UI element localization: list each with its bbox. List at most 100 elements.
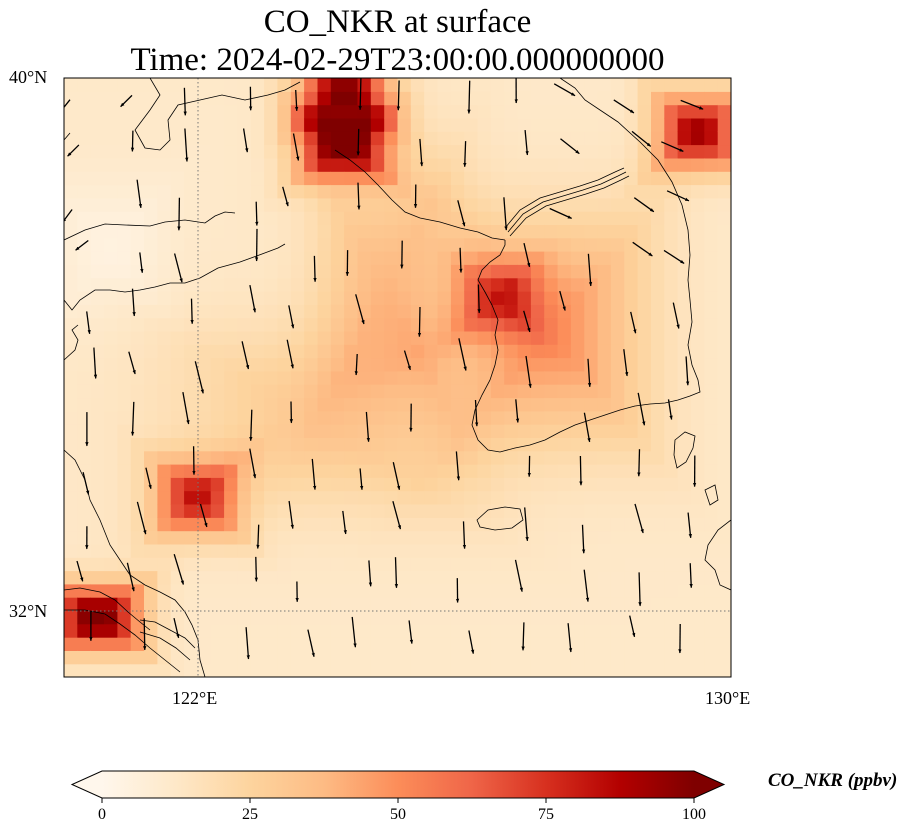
- field-cell: [424, 117, 439, 132]
- field-cell: [490, 224, 505, 239]
- field-cell: [717, 264, 731, 279]
- field-cell: [90, 424, 105, 438]
- field-cell: [704, 597, 719, 611]
- field-cell: [651, 663, 665, 677]
- field-cell: [170, 317, 185, 332]
- field-cell: [570, 78, 585, 92]
- wind-arrow: [288, 305, 295, 329]
- field-cell: [104, 570, 118, 585]
- field-cell: [264, 117, 278, 132]
- field-cell: [144, 344, 158, 359]
- field-cell: [624, 650, 639, 665]
- field-cell: [370, 490, 385, 505]
- wind-arrow: [630, 311, 637, 334]
- field-cell: [384, 557, 399, 572]
- field-cell: [557, 450, 572, 465]
- field-cell: [357, 91, 372, 106]
- field-cell: [64, 570, 78, 585]
- field-cell: [224, 384, 238, 399]
- field-cell: [210, 384, 225, 399]
- field-cell: [610, 251, 625, 265]
- field-cell: [437, 583, 452, 598]
- field-cell: [610, 264, 625, 279]
- field-cell: [90, 557, 105, 572]
- field-cell: [384, 91, 399, 106]
- field-cell: [117, 623, 132, 638]
- field-cell: [250, 157, 265, 172]
- field-cell: [677, 397, 692, 412]
- field-cell: [464, 490, 479, 505]
- field-cell: [557, 637, 572, 651]
- field-cell: [610, 78, 625, 92]
- field-cell: [677, 304, 692, 319]
- field-cell: [277, 557, 292, 572]
- field-cell: [144, 397, 158, 412]
- field-cell: [104, 650, 118, 665]
- field-cell: [610, 357, 625, 372]
- field-cell: [210, 264, 225, 279]
- field-cell: [651, 304, 665, 319]
- field-cell: [437, 264, 452, 279]
- field-cell: [117, 543, 132, 558]
- field-cell: [691, 211, 705, 225]
- field-cell: [170, 397, 185, 412]
- field-cell: [637, 557, 652, 572]
- field-cell: [384, 357, 399, 372]
- field-cell: [651, 410, 665, 425]
- wind-arrow: [254, 556, 258, 582]
- field-cell: [651, 357, 665, 372]
- field-cell: [317, 437, 332, 452]
- field-cell: [210, 117, 225, 132]
- wind-arrow: [313, 255, 317, 283]
- field-cell: [464, 504, 479, 518]
- field-cell: [144, 384, 158, 399]
- wind-arrow: [67, 144, 80, 157]
- field-cell: [250, 304, 265, 319]
- field-cell: [624, 91, 639, 106]
- field-cell: [90, 397, 105, 412]
- wind-arrow: [194, 361, 204, 394]
- field-cell: [437, 610, 452, 625]
- field-cell: [357, 317, 372, 332]
- field-cell: [544, 237, 559, 252]
- field-cell: [157, 171, 172, 186]
- field-cell: [544, 623, 559, 638]
- field-cell: [717, 171, 731, 186]
- field-cell: [250, 543, 265, 558]
- field-cell: [504, 543, 519, 558]
- field-cell: [130, 91, 145, 106]
- field-cell: [517, 357, 532, 372]
- field-cell: [170, 543, 185, 558]
- field-cell: [691, 184, 705, 199]
- field-cell: [344, 424, 358, 438]
- co-concentration-field: [64, 78, 731, 677]
- field-cell: [210, 197, 225, 212]
- field-cell: [597, 224, 612, 239]
- wind-arrow: [623, 349, 629, 377]
- field-cell: [170, 171, 185, 186]
- field-cell: [344, 437, 358, 452]
- field-cell: [197, 131, 212, 146]
- wind-arrow: [685, 356, 690, 386]
- field-cell: [610, 304, 625, 319]
- field-cell: [397, 91, 412, 106]
- field-cell: [517, 277, 532, 292]
- field-cell: [197, 530, 212, 545]
- field-cell: [117, 291, 132, 305]
- field-cell: [584, 78, 599, 92]
- field-cell: [170, 477, 185, 492]
- field-cell: [264, 277, 278, 292]
- field-cell: [464, 277, 479, 292]
- field-cell: [651, 557, 665, 572]
- field-cell: [64, 464, 78, 478]
- field-cell: [651, 291, 665, 305]
- field-cell: [597, 610, 612, 625]
- field-cell: [570, 264, 585, 279]
- field-cell: [344, 384, 358, 399]
- field-cell: [104, 370, 118, 385]
- field-cell: [277, 144, 292, 159]
- field-cell: [357, 157, 372, 172]
- colorbar-tick-label: 100: [682, 806, 706, 823]
- field-cell: [717, 464, 731, 478]
- field-cell: [397, 557, 412, 572]
